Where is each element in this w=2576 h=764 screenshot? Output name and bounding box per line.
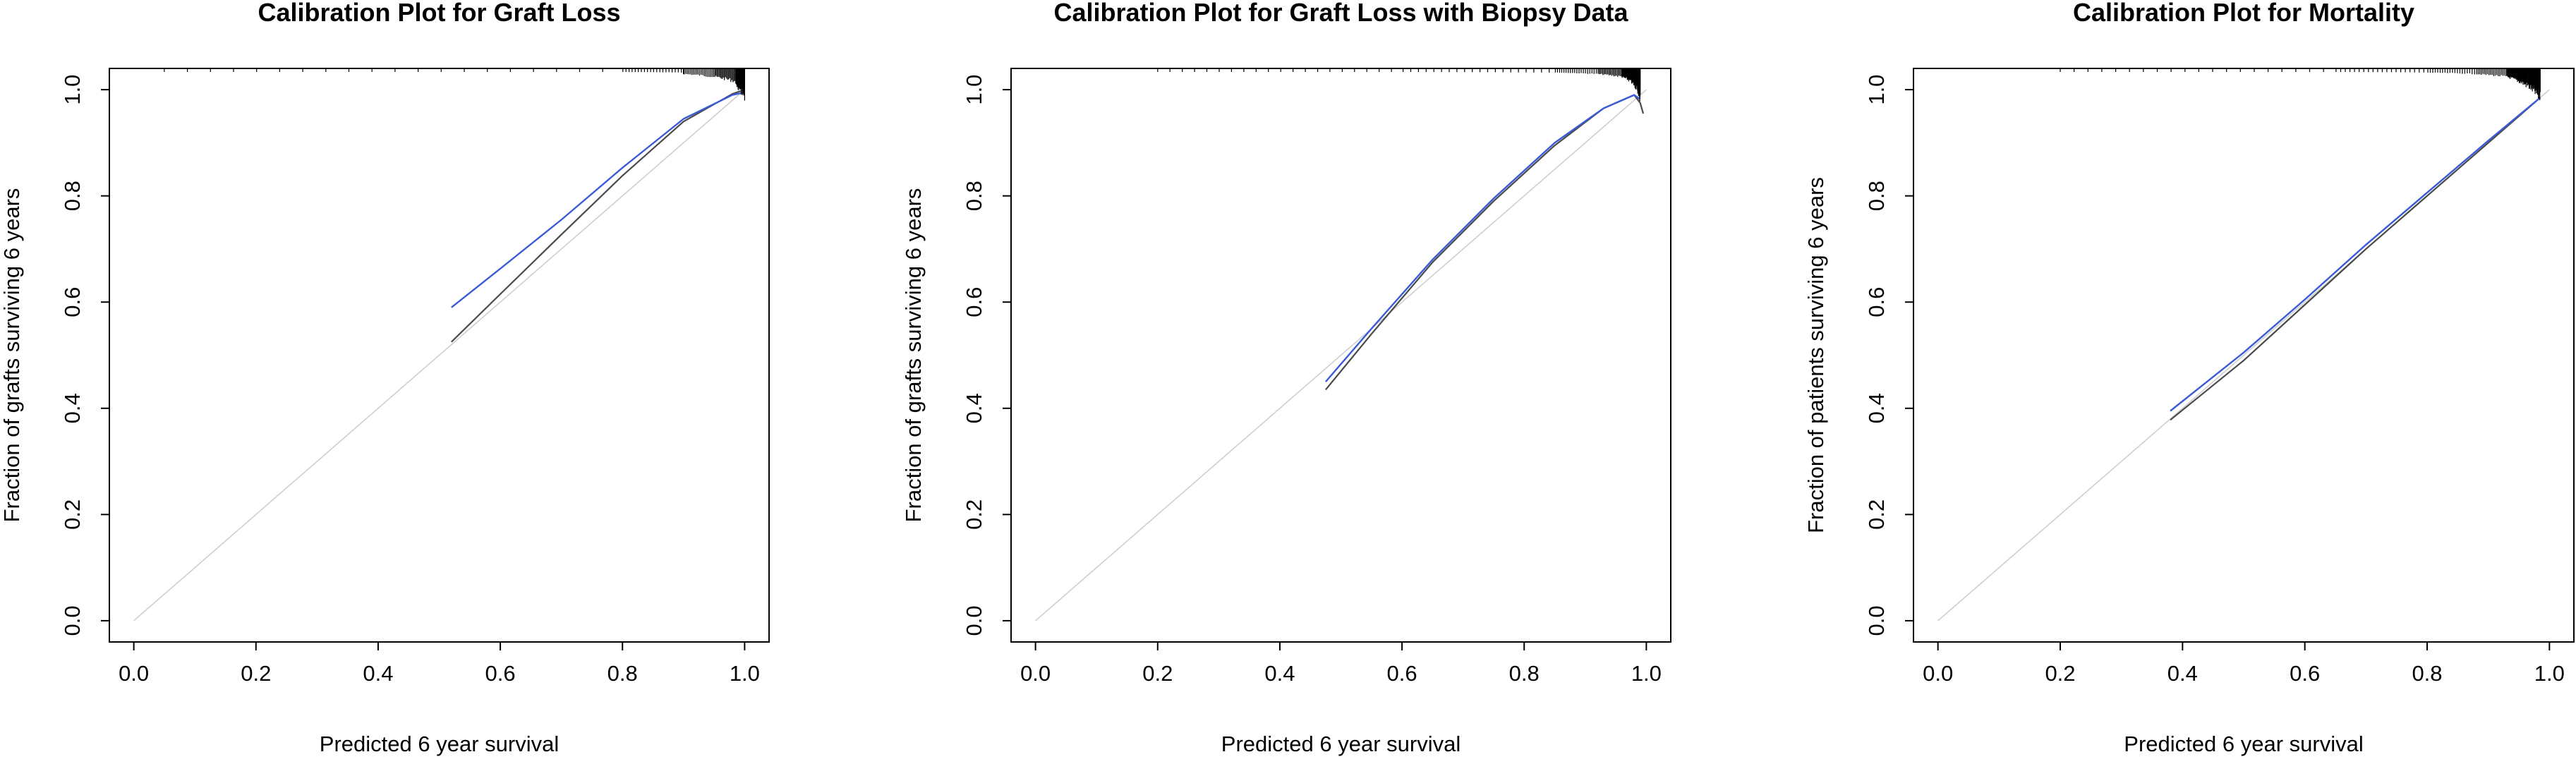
y-tick-label: 0.6: [1864, 287, 1889, 317]
x-tick-label: 0.6: [485, 661, 516, 686]
y-tick-label: 0.8: [60, 181, 85, 211]
y-tick-label: 0.6: [60, 287, 85, 317]
chart-title: Calibration Plot for Mortality: [2073, 0, 2414, 27]
bias-corrected-calibration-line: [1324, 94, 1641, 382]
bias-corrected-calibration-line: [451, 91, 745, 308]
x-axis-label: Predicted 6 year survival: [1221, 732, 1461, 756]
y-tick-label: 0.0: [1864, 605, 1889, 636]
x-tick-label: 0.4: [2167, 661, 2198, 686]
x-tick-label: 0.4: [1264, 661, 1295, 686]
y-tick-label: 0.2: [1864, 499, 1889, 530]
plot-frame: [1913, 68, 2575, 643]
x-tick-label: 0.2: [2045, 661, 2075, 686]
y-tick-label: 0.8: [1864, 181, 1889, 211]
y-tick-label: 1.0: [60, 75, 85, 105]
apparent-calibration-line: [451, 89, 745, 343]
x-tick-label: 0.8: [607, 661, 638, 686]
x-tick-label: 0.0: [119, 661, 149, 686]
x-tick-label: 0.0: [1020, 661, 1051, 686]
x-tick-label: 1.0: [730, 661, 760, 686]
x-tick-label: 0.2: [241, 661, 271, 686]
x-axis-label: Predicted 6 year survival: [2124, 732, 2363, 756]
x-tick-label: 1.0: [1631, 661, 1662, 686]
x-tick-label: 0.8: [2412, 661, 2442, 686]
y-tick-label: 0.0: [60, 605, 85, 636]
x-tick-label: 0.8: [1509, 661, 1540, 686]
x-tick-label: 0.0: [1923, 661, 1953, 686]
y-tick-label: 0.8: [962, 181, 986, 211]
chart-title: Calibration Plot for Graft Loss: [258, 0, 620, 27]
x-axis-label: Predicted 6 year survival: [320, 732, 559, 756]
ideal-line: [133, 89, 745, 621]
y-axis-label: Fraction of grafts surviving 6 years: [901, 188, 926, 523]
y-tick-label: 1.0: [962, 75, 986, 105]
chart-panel-1: Calibration Plot for Graft Loss 0.0 0.2 0.4…: [0, 0, 770, 756]
apparent-calibration-line: [1325, 94, 1645, 391]
x-tick-label: 1.0: [2534, 661, 2565, 686]
plot-frame: [1010, 68, 1671, 643]
y-tick-label: 0.6: [962, 287, 986, 317]
ideal-line: [1035, 89, 1647, 621]
y-tick-label: 0.2: [60, 499, 85, 530]
y-tick-label: 0.0: [962, 605, 986, 636]
chart-panel-3: Calibration Plot for Mortality 0.0 0.2 0.4 0…: [1803, 0, 2575, 756]
bias-corrected-calibration-line: [2170, 97, 2541, 412]
y-tick-label: 1.0: [1864, 75, 1889, 105]
y-axis-label: Fraction of grafts surviving 6 years: [0, 188, 24, 523]
chart-panel-2: Calibration Plot for Graft Loss with Bio…: [901, 0, 1671, 756]
x-tick-label: 0.2: [1142, 661, 1173, 686]
y-tick-label: 0.4: [1864, 393, 1889, 423]
x-tick-label: 0.6: [2290, 661, 2320, 686]
y-tick-label: 0.4: [962, 393, 986, 423]
plot-frame: [109, 68, 770, 643]
chart-title: Calibration Plot for Graft Loss with Bio…: [1053, 0, 1628, 27]
y-tick-label: 0.2: [962, 499, 986, 530]
x-tick-label: 0.4: [363, 661, 393, 686]
x-tick-label: 0.6: [1387, 661, 1417, 686]
y-tick-label: 0.4: [60, 393, 85, 423]
apparent-calibration-line: [2170, 97, 2541, 421]
y-axis-label: Fraction of patients surviving 6 years: [1803, 177, 1828, 533]
